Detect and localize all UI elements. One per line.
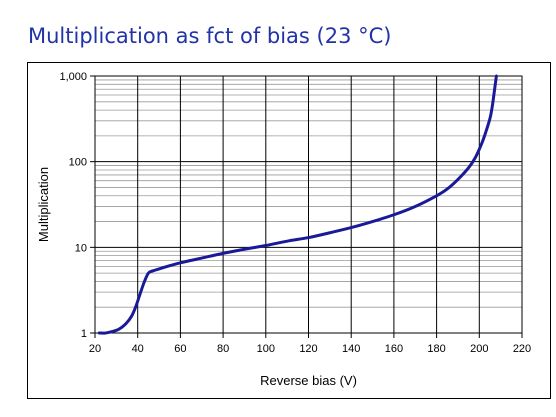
- y-tick-label: 10: [75, 242, 87, 254]
- x-tick-label: 100: [257, 343, 275, 355]
- chart: 20 40 60 80 100 120 140 160 180 200 220 1 10 100 1,00…: [36, 71, 531, 388]
- slide-title: Multiplication as fct of bias (23 °C): [28, 24, 392, 48]
- x-tick-label: 20: [89, 343, 101, 355]
- x-tick-label: 40: [132, 343, 144, 355]
- x-tick-label: 160: [385, 343, 403, 355]
- x-tick-label: 140: [342, 343, 360, 355]
- y-tick-label: 100: [69, 157, 87, 169]
- x-tick-label: 120: [299, 343, 317, 355]
- y-axis-ticks: 1 10 100 1,000: [59, 71, 95, 340]
- x-axis-ticks: 20 40 60 80 100 120 140 160 180 200 220: [89, 333, 531, 355]
- y-tick-label: 1,000: [59, 71, 87, 83]
- y-tick-label: 1: [81, 328, 87, 340]
- x-tick-label: 180: [427, 343, 445, 355]
- major-gridlines: [94, 75, 523, 334]
- x-tick-label: 80: [217, 343, 229, 355]
- series-line-multiplication: [97, 74, 498, 335]
- x-tick-label: 220: [513, 343, 531, 355]
- x-tick-label: 200: [470, 343, 488, 355]
- x-axis-title: Reverse bias (V): [260, 373, 357, 388]
- x-tick-label: 60: [174, 343, 186, 355]
- y-axis-title: Multiplication: [36, 167, 51, 242]
- chart-frame: 20 40 60 80 100 120 140 160 180 200 220 1 10 100 1,00…: [27, 62, 551, 399]
